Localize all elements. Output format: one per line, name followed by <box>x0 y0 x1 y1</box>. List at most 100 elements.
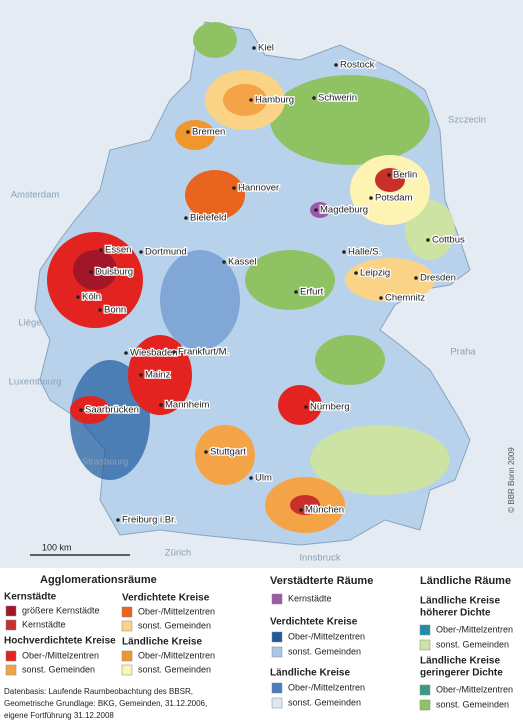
city-label: Kiel <box>258 43 274 54</box>
city-label: Dortmund <box>145 247 187 258</box>
city-dot <box>249 476 253 480</box>
legend-swatch <box>5 664 17 676</box>
city-label: Magdeburg <box>320 205 368 216</box>
legend-heading: Verstädterte Räume <box>270 575 373 587</box>
city-label: Kassel <box>228 257 257 268</box>
city-label: Köln <box>82 292 101 303</box>
city-label: Bonn <box>104 305 126 316</box>
legend-label: Ober-/Mittelzentren <box>138 606 215 616</box>
legend-swatch <box>5 650 17 662</box>
legend-label: Ober-/Mittelzentren <box>436 684 513 694</box>
city-label: Nürnberg <box>310 402 350 413</box>
legend-swatch <box>419 684 431 696</box>
city-label: Saarbrücken <box>85 405 139 416</box>
city-label: Ulm <box>255 473 272 484</box>
legend-label: Ober-/Mittelzentren <box>436 624 513 634</box>
city-label: Essen <box>105 245 131 256</box>
legend-label: Ober-/Mittelzentren <box>22 650 99 660</box>
foreign-label: Strasbourg <box>82 457 128 468</box>
legend-label: Kernstädte <box>288 593 332 603</box>
legend-heading: Ländliche Kreise <box>270 668 350 679</box>
legend-swatch <box>271 593 283 605</box>
legend-swatch <box>419 639 431 651</box>
legend-label: Kernstädte <box>22 619 66 629</box>
city-dot <box>299 508 303 512</box>
city-dot <box>379 296 383 300</box>
city-label: Potsdam <box>375 193 413 204</box>
regions <box>47 22 455 533</box>
legend-swatch <box>271 682 283 694</box>
city-dot <box>186 130 190 134</box>
legend-heading: Verdichtete Kreise <box>122 593 210 604</box>
foreign-label: Szczecin <box>448 115 486 126</box>
city-label: Hamburg <box>255 95 294 106</box>
foreign-label: Zürich <box>165 548 191 559</box>
city-dot <box>159 403 163 407</box>
legend-swatch <box>271 631 283 643</box>
legend-heading: geringerer Dichte <box>420 668 503 679</box>
legend-label: sonst. Gemeinden <box>436 639 509 649</box>
foreign-label: Liège <box>18 318 41 329</box>
legend-heading: Verdichtete Kreise <box>270 617 358 628</box>
legend-label: sonst. Gemeinden <box>288 697 361 707</box>
city-dot <box>79 408 83 412</box>
legend-heading: Ländliche Kreise <box>420 656 500 667</box>
legend-swatch <box>271 646 283 658</box>
city-label: Frankfurt/M. <box>178 347 229 358</box>
legend-swatch <box>121 650 133 662</box>
city-label: Mannheim <box>165 400 209 411</box>
city-dot <box>232 186 236 190</box>
city-dot <box>222 260 226 264</box>
legend-label: sonst. Gemeinden <box>22 664 95 674</box>
foreign-label: Innsbruck <box>299 553 340 564</box>
legend-label: sonst. Gemeinden <box>138 620 211 630</box>
city-label: Wiesbaden <box>130 348 178 359</box>
source-line: Datenbasis: Laufende Raumbeobachtung des… <box>4 687 193 696</box>
legend-label: Ober-/Mittelzentren <box>288 682 365 692</box>
legend-swatch <box>271 697 283 709</box>
legend-swatch <box>419 624 431 636</box>
city-dot <box>387 173 391 177</box>
city-dot <box>98 308 102 312</box>
legend-label: sonst. Gemeinden <box>138 664 211 674</box>
city-dot <box>76 295 80 299</box>
city-dot <box>139 250 143 254</box>
city-label: Mainz <box>145 370 171 381</box>
legend-heading: Ländliche Kreise <box>420 596 500 607</box>
city-label: Bielefeld <box>190 213 226 224</box>
legend-heading: Hochverdichtete Kreise <box>4 636 116 647</box>
source-line: Geometrische Grundlage: BKG, Gemeinden, … <box>4 699 207 708</box>
city-label: Hannover <box>238 183 279 194</box>
city-dot <box>172 350 176 354</box>
city-dot <box>414 276 418 280</box>
city-label: Leipzig <box>360 268 390 279</box>
legend-label: sonst. Gemeinden <box>288 646 361 656</box>
source-line: eigene Fortführung 31.12.2008 <box>4 711 114 720</box>
city-label: Rostock <box>340 60 375 71</box>
city-dot <box>89 270 93 274</box>
city-dot <box>204 450 208 454</box>
city-dot <box>294 290 298 294</box>
legend-heading: Kernstädte <box>4 592 57 603</box>
legend-swatch <box>121 620 133 632</box>
city-label: Schwerin <box>318 93 357 104</box>
foreign-label: Praha <box>450 347 476 358</box>
city-label: Chemnitz <box>385 293 425 304</box>
city-dot <box>426 238 430 242</box>
city-label: Duisburg <box>95 267 133 278</box>
city-dot <box>314 208 318 212</box>
legend-swatch <box>121 606 133 618</box>
city-label: Berlin <box>393 170 417 181</box>
city-dot <box>334 63 338 67</box>
legend-swatch <box>121 664 133 676</box>
city-label: Erfurt <box>300 287 324 298</box>
city-dot <box>369 196 373 200</box>
city-label: Stuttgart <box>210 447 246 458</box>
city-dot <box>252 46 256 50</box>
city-dot <box>139 373 143 377</box>
city-dot <box>312 96 316 100</box>
legend-label: Ober-/Mittelzentren <box>138 650 215 660</box>
legend-label: Ober-/Mittelzentren <box>288 631 365 641</box>
city-dot <box>249 98 253 102</box>
